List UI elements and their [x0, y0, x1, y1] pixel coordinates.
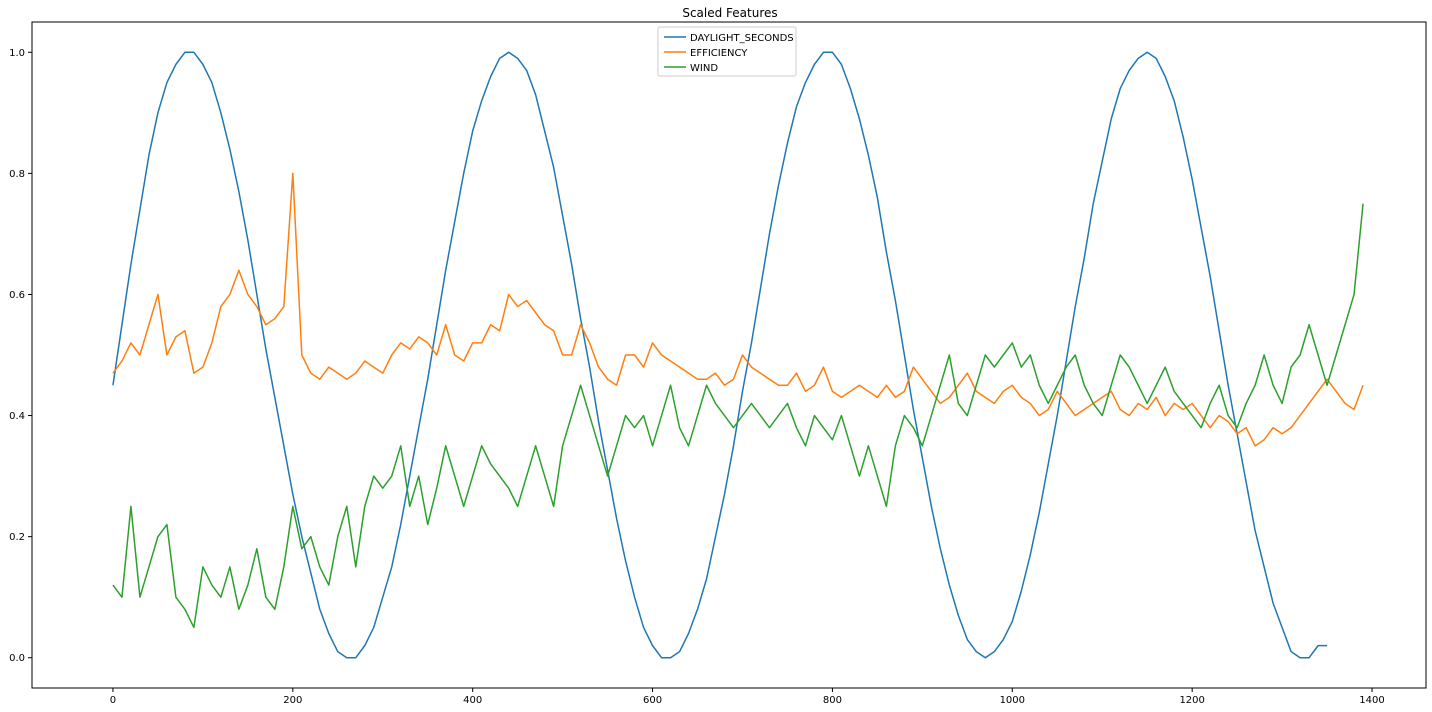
y-tick-label: 0.4	[9, 411, 25, 422]
x-tick-label: 400	[463, 695, 482, 706]
series-line-wind	[112, 203, 1364, 629]
y-tick-label: 0.2	[9, 532, 25, 543]
legend-label-efficiency: EFFICIENCY	[690, 48, 748, 59]
x-tick-label: 600	[643, 695, 662, 706]
x-tick-label: 200	[283, 695, 302, 706]
x-tick-label: 1200	[1179, 695, 1204, 706]
legend-label-wind: WIND	[690, 63, 718, 74]
x-tick-label: 0	[110, 695, 116, 706]
series-layer	[112, 51, 1364, 659]
legend-box	[657, 26, 797, 77]
series-line-daylight-seconds	[112, 51, 1328, 659]
legend: DAYLIGHT_SECONDS EFFICIENCY WIND	[657, 26, 797, 77]
y-tick-label: 0.8	[9, 169, 25, 180]
x-tick-label: 800	[823, 695, 842, 706]
y-tick-label: 0.6	[9, 290, 25, 301]
plot-frame	[31, 21, 1427, 689]
x-tick-label: 1400	[1359, 695, 1384, 706]
series-line-efficiency	[112, 172, 1364, 447]
chart-title: Scaled Features	[682, 6, 777, 20]
x-axis: 0 200 400 600 800 1000 1200 1400	[110, 688, 1385, 706]
x-tick-label: 1000	[1000, 695, 1025, 706]
y-tick-label: 1.0	[9, 48, 25, 59]
y-tick-label: 0.0	[9, 653, 25, 664]
legend-label-daylight: DAYLIGHT_SECONDS	[690, 33, 794, 44]
y-axis: 0.0 0.2 0.4 0.6 0.8 1.0	[9, 48, 32, 664]
